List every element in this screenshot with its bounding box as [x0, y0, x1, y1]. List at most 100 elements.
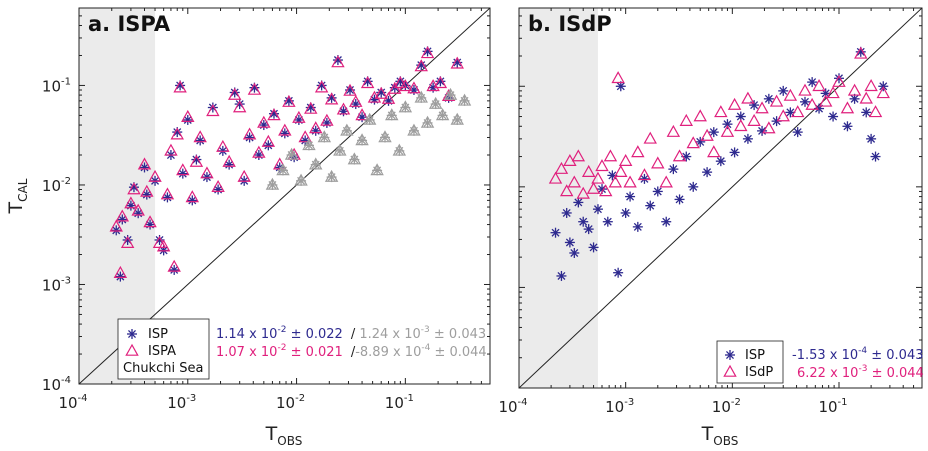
data-point-triangle	[393, 76, 408, 89]
ticks-b: 10-4 10-3 10-2 10-1	[498, 8, 922, 416]
data-point-triangle	[247, 82, 262, 95]
data-point-star	[674, 194, 685, 205]
data-point-triangle	[200, 166, 214, 179]
data-point-triangle	[113, 265, 128, 278]
data-point-triangle	[450, 112, 464, 125]
data-point-triangle	[314, 80, 329, 93]
data-point-star	[569, 247, 580, 258]
data-point-triangle	[859, 91, 873, 104]
data-point-triangle	[398, 79, 413, 92]
data-point-star	[620, 207, 631, 218]
data-point-triangle	[317, 130, 332, 143]
data-point-triangle	[407, 81, 421, 94]
data-point-star	[722, 119, 733, 130]
data-point-triangle	[414, 59, 428, 72]
data-point-triangle	[378, 130, 392, 143]
data-point-triangle	[388, 81, 402, 94]
legend-a: ISP ISPA Chukchi Sea	[117, 318, 210, 380]
data-point-star	[652, 186, 663, 197]
legend-triangle-symbol	[125, 343, 139, 356]
data-point-triangle	[776, 109, 790, 122]
data-point-triangle	[284, 147, 299, 160]
data-point-triangle	[586, 181, 601, 194]
data-point-triangle	[643, 131, 657, 144]
data-point-triangle	[618, 153, 633, 166]
reference-line-b	[519, 8, 922, 388]
y-axis-label: TCAL	[5, 178, 30, 214]
data-point-triangle	[769, 94, 784, 107]
legend-a-chukchi-label: Chukchi Sea	[123, 361, 203, 376]
legend-b: ISP ISdP	[716, 340, 784, 384]
data-point-star	[258, 120, 269, 131]
data-point-triangle	[170, 127, 184, 140]
data-point-star	[279, 128, 290, 139]
data-point-triangle	[374, 86, 388, 99]
data-point-triangle	[185, 190, 200, 203]
data-point-triangle	[176, 163, 190, 176]
data-point-star	[866, 133, 877, 144]
data-point-star	[639, 173, 650, 184]
data-point-star	[625, 191, 636, 202]
data-point-triangle	[252, 145, 266, 158]
data-point-triangle	[554, 161, 569, 174]
data-point-star	[253, 150, 264, 161]
data-point-triangle	[282, 94, 296, 107]
data-point-star	[293, 114, 304, 125]
data-point-star	[763, 93, 774, 104]
data-point-triangle	[637, 168, 652, 181]
data-point-star	[842, 121, 853, 132]
data-point-triangle	[148, 169, 162, 182]
data-point-triangle	[115, 209, 130, 222]
data-point-star	[321, 117, 332, 128]
data-point-triangle	[355, 108, 369, 121]
data-point-triangle	[559, 184, 574, 197]
data-point-triangle	[324, 169, 339, 182]
data-point-star	[263, 140, 274, 151]
data-point-triangle	[355, 133, 369, 146]
data-point-triangle	[457, 93, 472, 106]
data-point-triangle	[672, 149, 687, 162]
points-a	[109, 46, 472, 282]
data-point-triangle	[747, 113, 761, 126]
ticks-a: 10-410-4 10-3 10-3 10-2 10-2 10-1 10-1	[42, 8, 490, 412]
data-point-triangle	[160, 187, 175, 200]
data-point-triangle	[222, 154, 236, 167]
data-point-triangle	[790, 105, 805, 118]
legend-a-ispa-marker	[125, 343, 139, 356]
x-tick-label: 10-3	[605, 397, 634, 416]
data-point-triangle	[324, 92, 339, 105]
data-point-star	[338, 106, 349, 117]
data-point-triangle	[734, 119, 748, 132]
data-point-triangle	[679, 113, 693, 126]
data-point-triangle	[131, 203, 145, 216]
data-point-triangle	[333, 143, 347, 156]
x-tick-label: 10-1	[385, 393, 414, 412]
data-point-triangle	[631, 145, 645, 158]
data-point-triangle	[727, 97, 742, 110]
data-point-triangle	[567, 175, 582, 188]
data-point-triangle	[840, 101, 855, 114]
data-point-triangle	[227, 87, 242, 100]
data-point-star	[139, 162, 150, 173]
data-point-star	[668, 164, 679, 175]
data-point-star	[350, 99, 361, 110]
data-point-triangle	[608, 175, 623, 188]
data-point-triangle	[278, 123, 292, 136]
data-point-triangle	[700, 128, 714, 141]
legend-star-symbol	[725, 350, 735, 360]
panel-b-title: b. ISdP	[528, 12, 612, 36]
stats-b-row-1: -1.53 x 10-4 ± 0.043	[792, 346, 924, 363]
data-point-star	[117, 214, 128, 225]
data-point-star	[573, 197, 584, 208]
x-tick-label: 10-2	[712, 397, 741, 416]
data-point-triangle	[367, 90, 382, 103]
data-point-star	[345, 84, 356, 95]
data-point-star	[111, 225, 122, 236]
data-point-triangle	[651, 156, 665, 169]
data-point-triangle	[336, 102, 351, 115]
legend-star-symbol	[127, 329, 137, 339]
data-point-star	[452, 57, 463, 68]
stats-a-row-2: 1.07 x 10-2 ± 0.021/-8.89 x 10-4 ± 0.044	[216, 343, 487, 360]
data-point-triangle	[392, 143, 407, 156]
data-point-triangle	[320, 113, 334, 126]
